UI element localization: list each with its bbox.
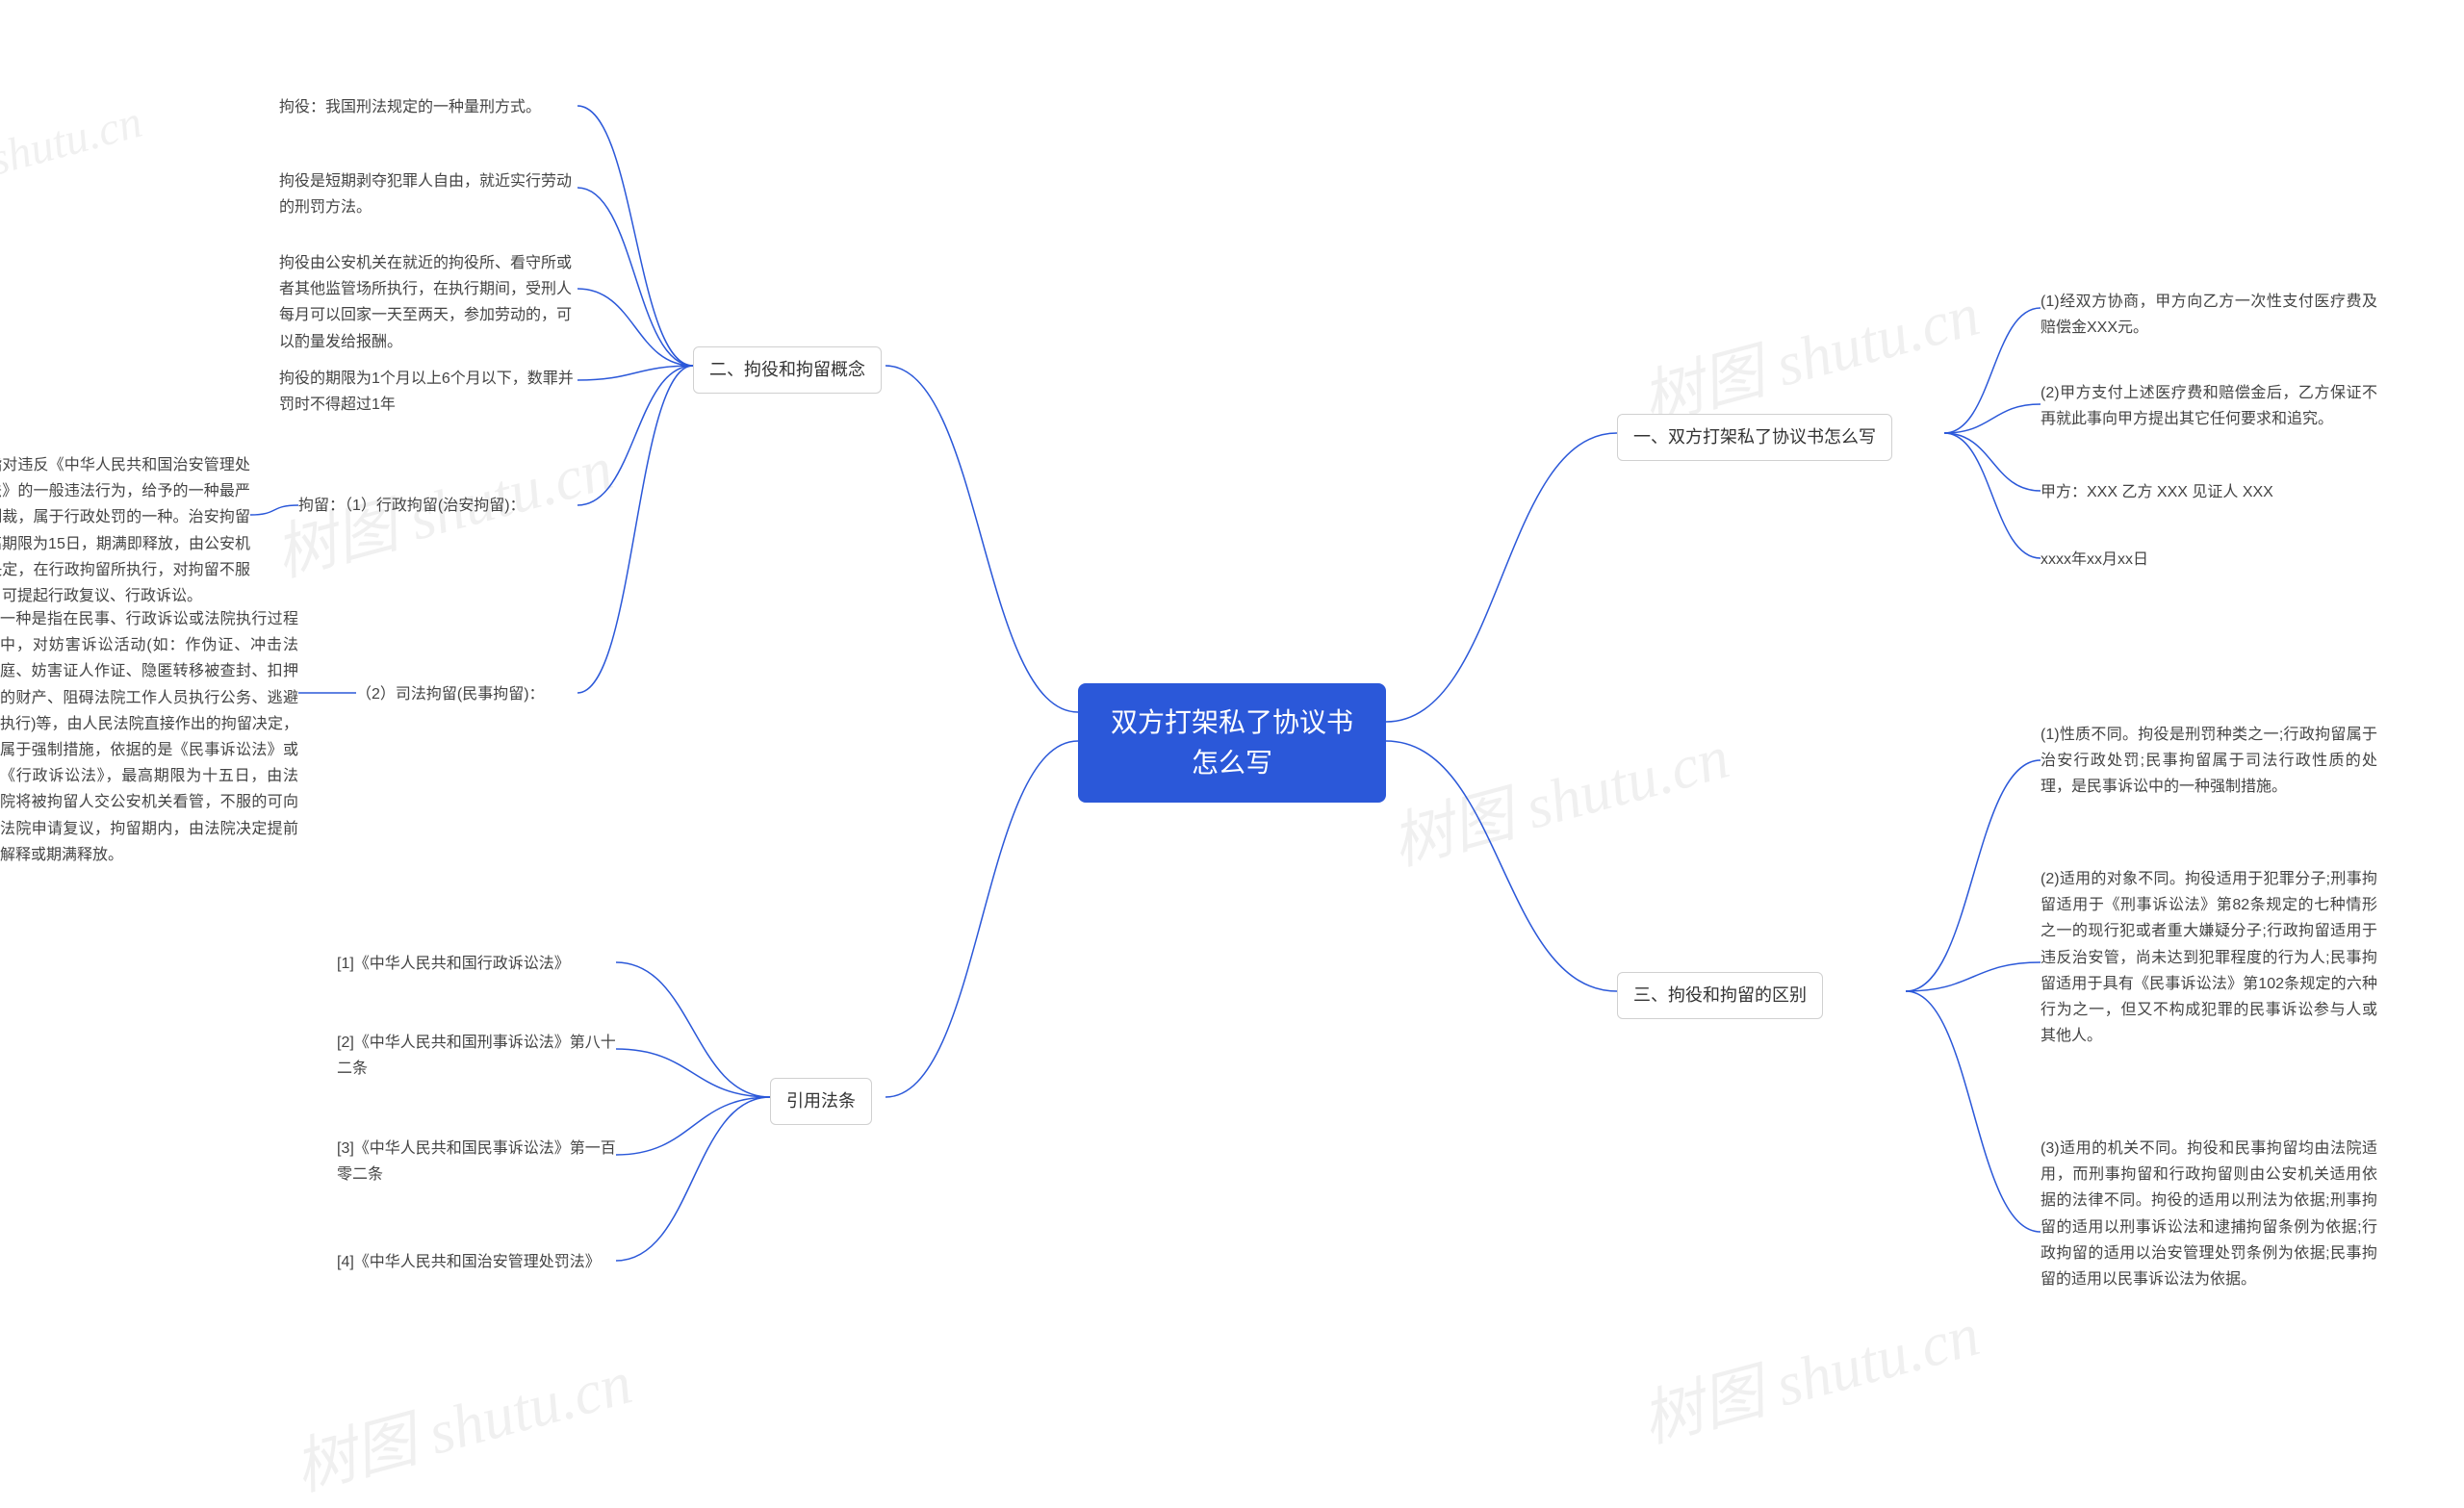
- left-branch-2-leaf-3: [4]《中华人民共和国治安管理处罚法》: [337, 1249, 616, 1275]
- left-branch-1-leaf-3: 拘役的期限为1个月以上6个月以下，数罪并罚时不得超过1年: [279, 366, 578, 418]
- left-branch-1-sub-leaf: 是指对违反《中华人民共和国治安管理处罚法》的一般违法行为，给予的一种最严厉制裁，…: [0, 452, 250, 609]
- left-branch-2-leaf-1: [2]《中华人民共和国刑事诉讼法》第八十二条: [337, 1030, 616, 1082]
- right-branch-2-leaf-2: (3)适用的机关不同。拘役和民事拘留均由法院适用，而刑事拘留和行政拘留则由公安机…: [2040, 1136, 2377, 1292]
- right-branch-1-leaf-1: (2)甲方支付上述医疗费和赔偿金后，乙方保证不再就此事向甲方提出其它任何要求和追…: [2040, 380, 2377, 432]
- right-branch-1-leaf-2: 甲方：XXX 乙方 XXX 见证人 XXX: [2040, 479, 2273, 505]
- right-branch-1-leaf-0: (1)经双方协商，甲方向乙方一次性支付医疗费及赔偿金XXX元。: [2040, 289, 2377, 341]
- left-branch-2-leaf-2: [3]《中华人民共和国民事诉讼法》第一百零二条: [337, 1136, 616, 1188]
- left-branch-2-leaf-0: [1]《中华人民共和国行政诉讼法》: [337, 951, 616, 977]
- right-branch-2-leaf-1: (2)适用的对象不同。拘役适用于犯罪分子;刑事拘留适用于《刑事诉讼法》第82条规…: [2040, 866, 2377, 1049]
- left-branch-1-leaf-1: 拘役是短期剥夺犯罪人自由，就近实行劳动的刑罚方法。: [279, 168, 578, 220]
- left-branch-1-sub2-leaf: 一种是指在民事、行政诉讼或法院执行过程中，对妨害诉讼活动(如：作伪证、冲击法庭、…: [0, 606, 298, 868]
- right-branch-1: 一、双方打架私了协议书怎么写: [1617, 414, 1892, 461]
- left-branch-2: 引用法条: [770, 1078, 872, 1125]
- left-branch-1-leaf-0: 拘役：我国刑法规定的一种量刑方式。: [279, 94, 578, 120]
- left-branch-1-leaf-2: 拘役由公安机关在就近的拘役所、看守所或者其他监管场所执行，在执行期间，受刑人每月…: [279, 250, 578, 355]
- watermark: 树图 shutu.cn: [0, 83, 148, 215]
- center-node: 双方打架私了协议书怎么写: [1078, 683, 1386, 803]
- right-branch-2-leaf-0: (1)性质不同。拘役是刑罚种类之一;行政拘留属于治安行政处罚;民事拘留属于司法行…: [2040, 722, 2377, 801]
- right-branch-2: 三、拘役和拘留的区别: [1617, 972, 1823, 1019]
- left-branch-1-sub-label: 拘留：（1）行政拘留(治安拘留)：: [298, 493, 578, 519]
- watermark: 树图 shutu.cn: [1630, 1285, 1988, 1460]
- watermark: 树图 shutu.cn: [1380, 707, 1737, 882]
- left-branch-1: 二、拘役和拘留概念: [693, 346, 882, 394]
- left-branch-1-sub2-label: （2）司法拘留(民事拘留)：: [356, 681, 578, 707]
- right-branch-1-leaf-3: xxxx年xx月xx日: [2040, 547, 2148, 573]
- watermark: 树图 shutu.cn: [283, 1333, 640, 1508]
